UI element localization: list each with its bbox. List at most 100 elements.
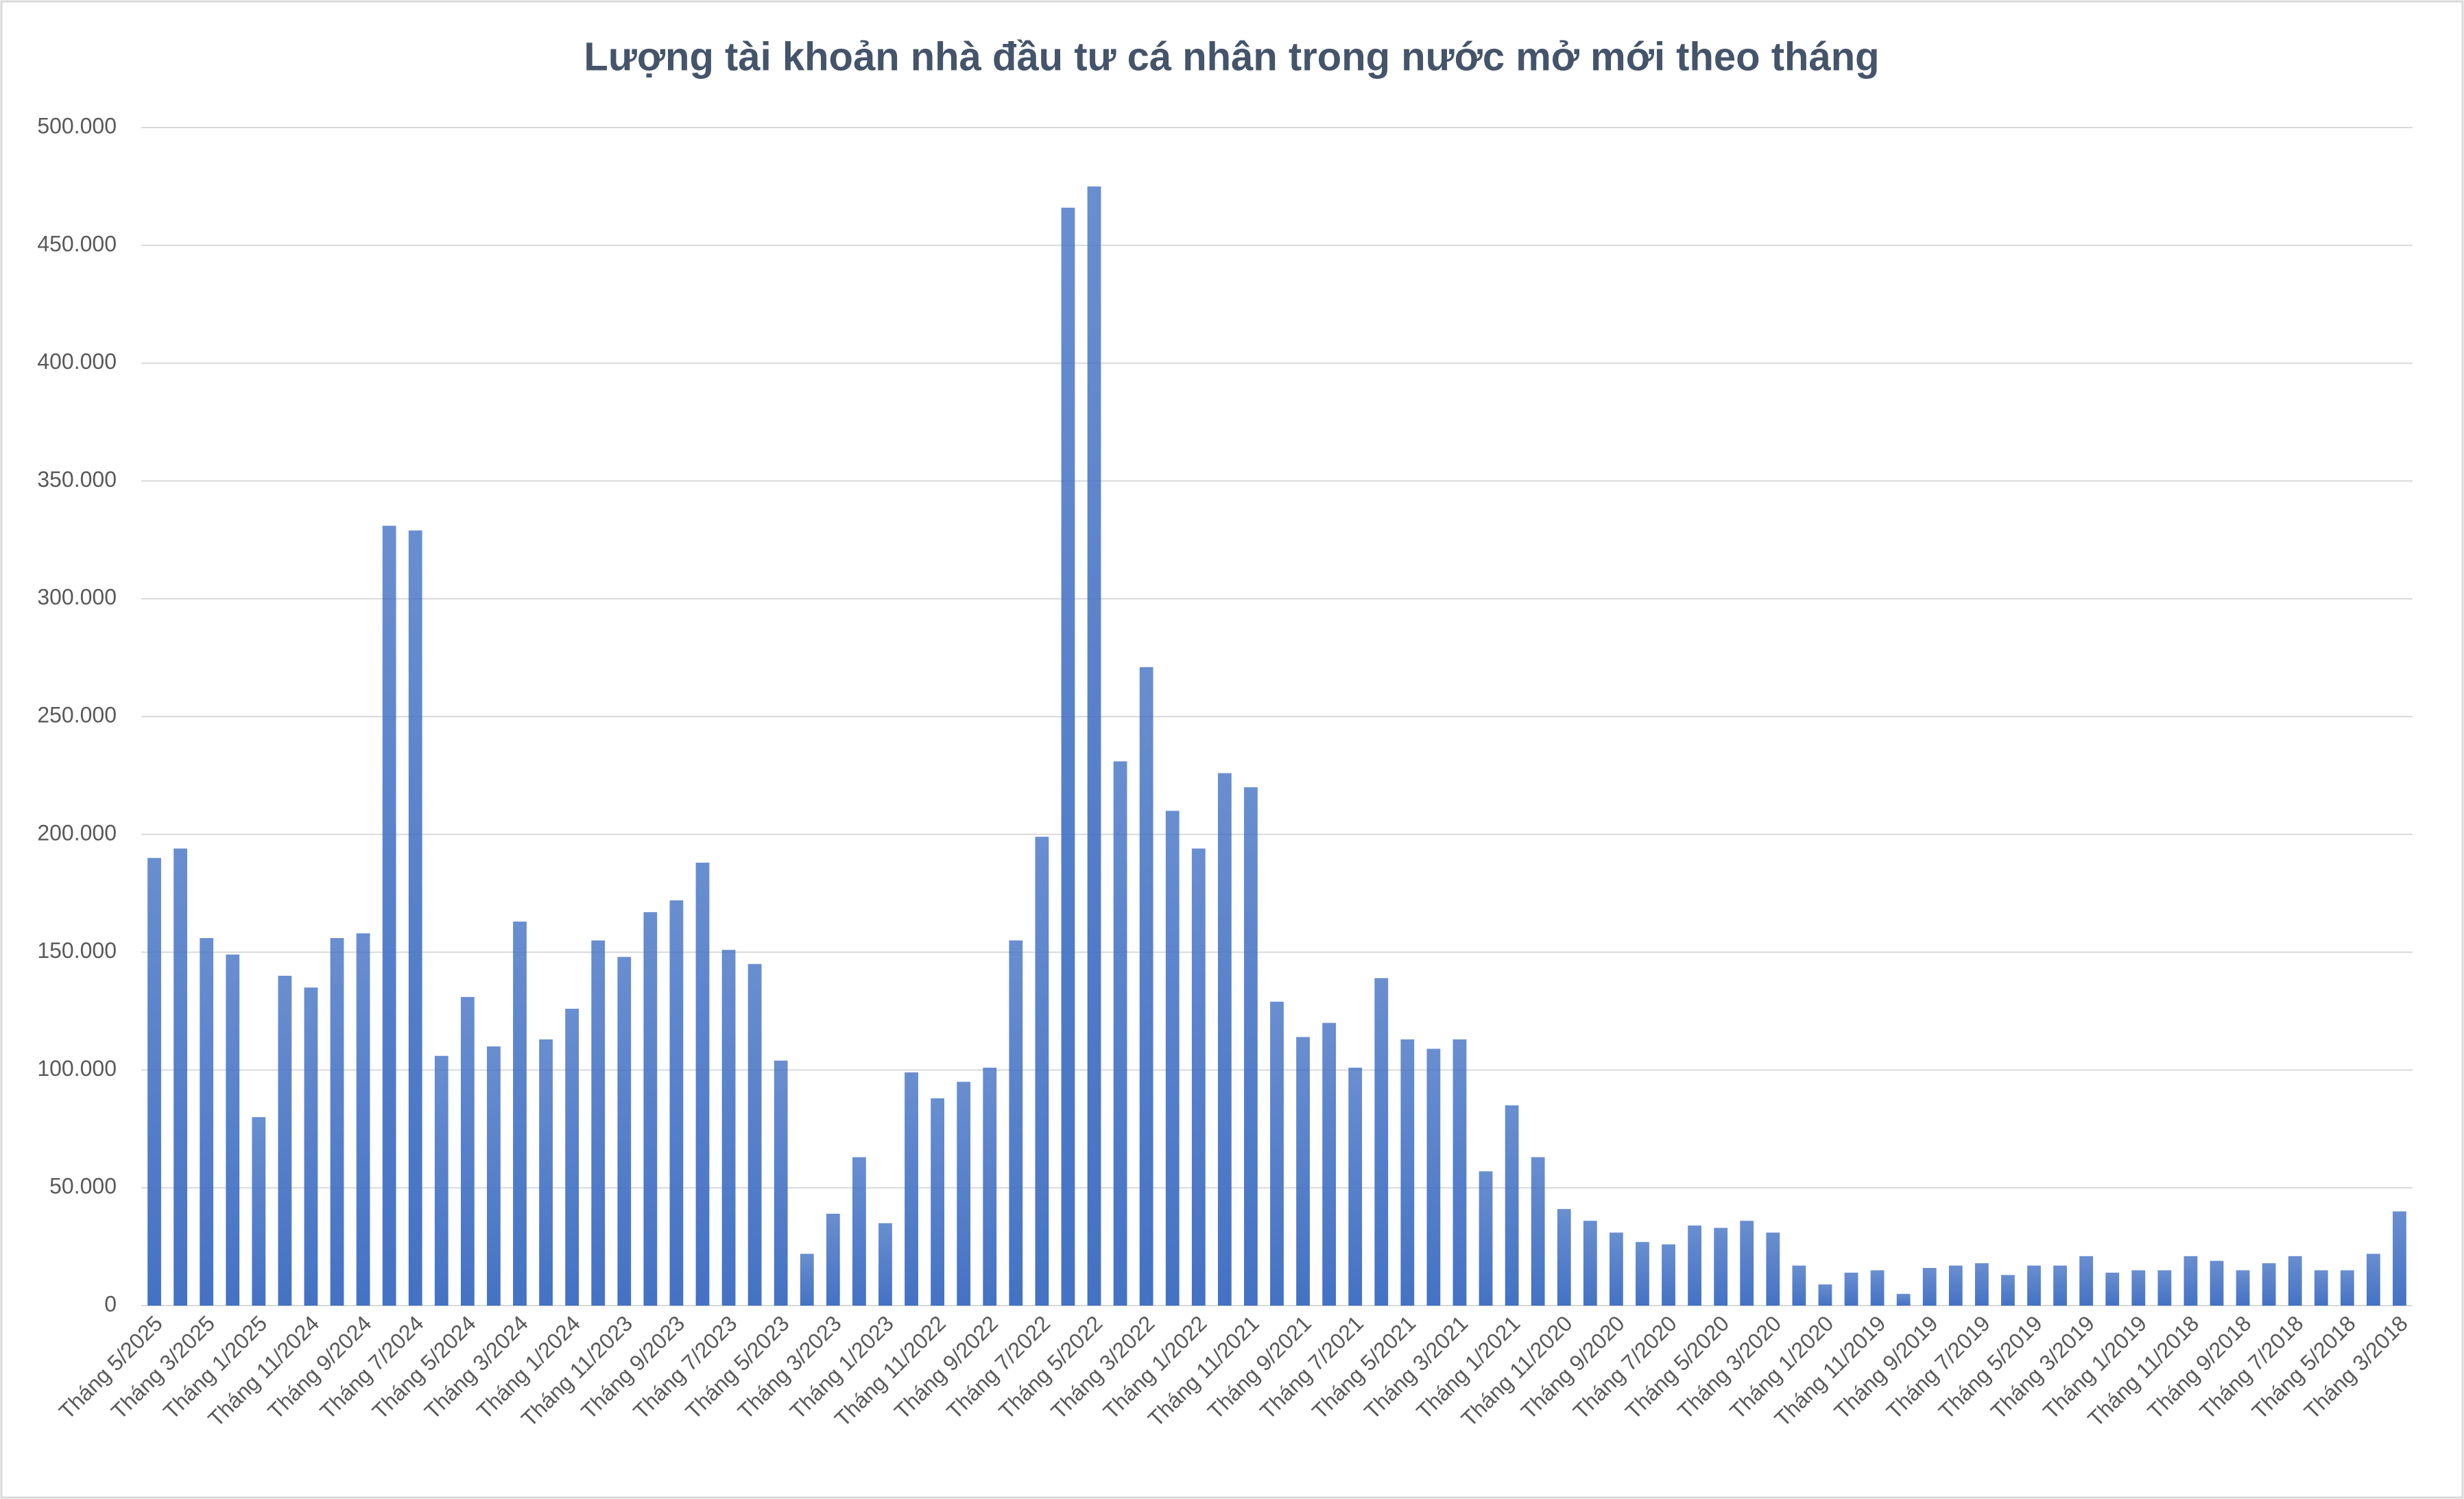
y-tick-label: 0 [104,1291,117,1316]
bar [1426,1048,1441,1306]
bar [1714,1227,1728,1306]
bar [487,1046,501,1306]
bar [2001,1275,2015,1306]
bar [2105,1272,2120,1306]
bar [2340,1270,2354,1306]
bar [1479,1171,1493,1306]
bar [826,1213,840,1306]
y-tick-label: 300.000 [37,585,117,610]
bar [1505,1105,1519,1306]
bar [2053,1265,2067,1306]
bar [2184,1256,2198,1306]
bar [1244,787,1258,1306]
bar [2262,1263,2276,1306]
bar [747,963,762,1306]
y-tick-label: 250.000 [37,702,117,727]
bar [304,987,318,1306]
bar [1557,1209,1571,1306]
bar [695,863,710,1306]
bar [1217,773,1232,1306]
bar [356,933,370,1306]
bar [1922,1268,1937,1306]
bar [2236,1270,2250,1306]
y-tick-label: 400.000 [37,349,117,374]
bar [330,937,344,1306]
bar [2314,1270,2328,1306]
y-tick-label: 350.000 [37,467,117,492]
bar [1974,1263,1989,1306]
bar [252,1117,266,1306]
bar [643,912,658,1306]
bar [852,1157,866,1306]
bar [1688,1225,1702,1306]
y-tick-label: 200.000 [37,820,117,845]
bar [1374,978,1389,1306]
y-tick-label: 450.000 [37,231,117,256]
chart-title: Lượng tài khoản nhà đầu tư cá nhân trong… [584,34,1879,79]
bar [513,921,527,1306]
y-tick-label: 500.000 [37,113,117,138]
bar [905,1072,918,1306]
bar [1766,1232,1780,1306]
bar [1322,1022,1337,1306]
bar [1609,1232,1623,1306]
bar [174,848,188,1306]
bar [1296,1037,1310,1306]
bar [1113,761,1127,1306]
bar [931,1098,945,1306]
bar [1792,1265,1806,1306]
bar [878,1223,892,1306]
bar [539,1039,553,1306]
bar [1061,207,1075,1306]
bar [1009,940,1023,1306]
bar [1270,1001,1284,1306]
y-tick-label: 100.000 [37,1056,117,1081]
bar [147,858,161,1306]
bar [1348,1067,1363,1306]
bar [1844,1272,1858,1306]
bar [2210,1260,2224,1306]
bar [2131,1270,2146,1306]
bar [1191,848,1206,1306]
bar [591,940,606,1306]
bar [1531,1157,1545,1306]
bar [2288,1256,2302,1306]
bar [774,1060,788,1306]
bar [1636,1242,1649,1306]
bar [2079,1256,2094,1306]
bar [1818,1284,1832,1306]
bar [2157,1270,2172,1306]
bar [957,1081,971,1306]
y-tick-label: 150.000 [37,938,117,963]
bar [1400,1039,1415,1306]
bar [983,1067,997,1306]
bar [1165,811,1180,1306]
bar [721,950,736,1306]
bar [1035,837,1049,1306]
bar [1948,1265,1963,1306]
bar [434,1055,448,1306]
bar [382,525,396,1306]
bar [226,955,240,1306]
bar [1583,1221,1597,1306]
bar [278,975,292,1306]
bar [1139,667,1153,1306]
bar [565,1009,579,1306]
bar [2366,1254,2380,1306]
bar [200,937,214,1306]
bar [1087,186,1101,1306]
bar [1740,1221,1754,1306]
bar [617,957,632,1306]
bar [800,1254,814,1306]
bar [1870,1270,1885,1306]
bar [1896,1293,1911,1306]
bar [460,996,475,1306]
bar [2027,1265,2041,1306]
bar [1452,1039,1467,1306]
y-tick-label: 50.000 [49,1174,117,1199]
bar [408,530,422,1306]
bar [1662,1244,1675,1306]
bar [2393,1211,2406,1306]
